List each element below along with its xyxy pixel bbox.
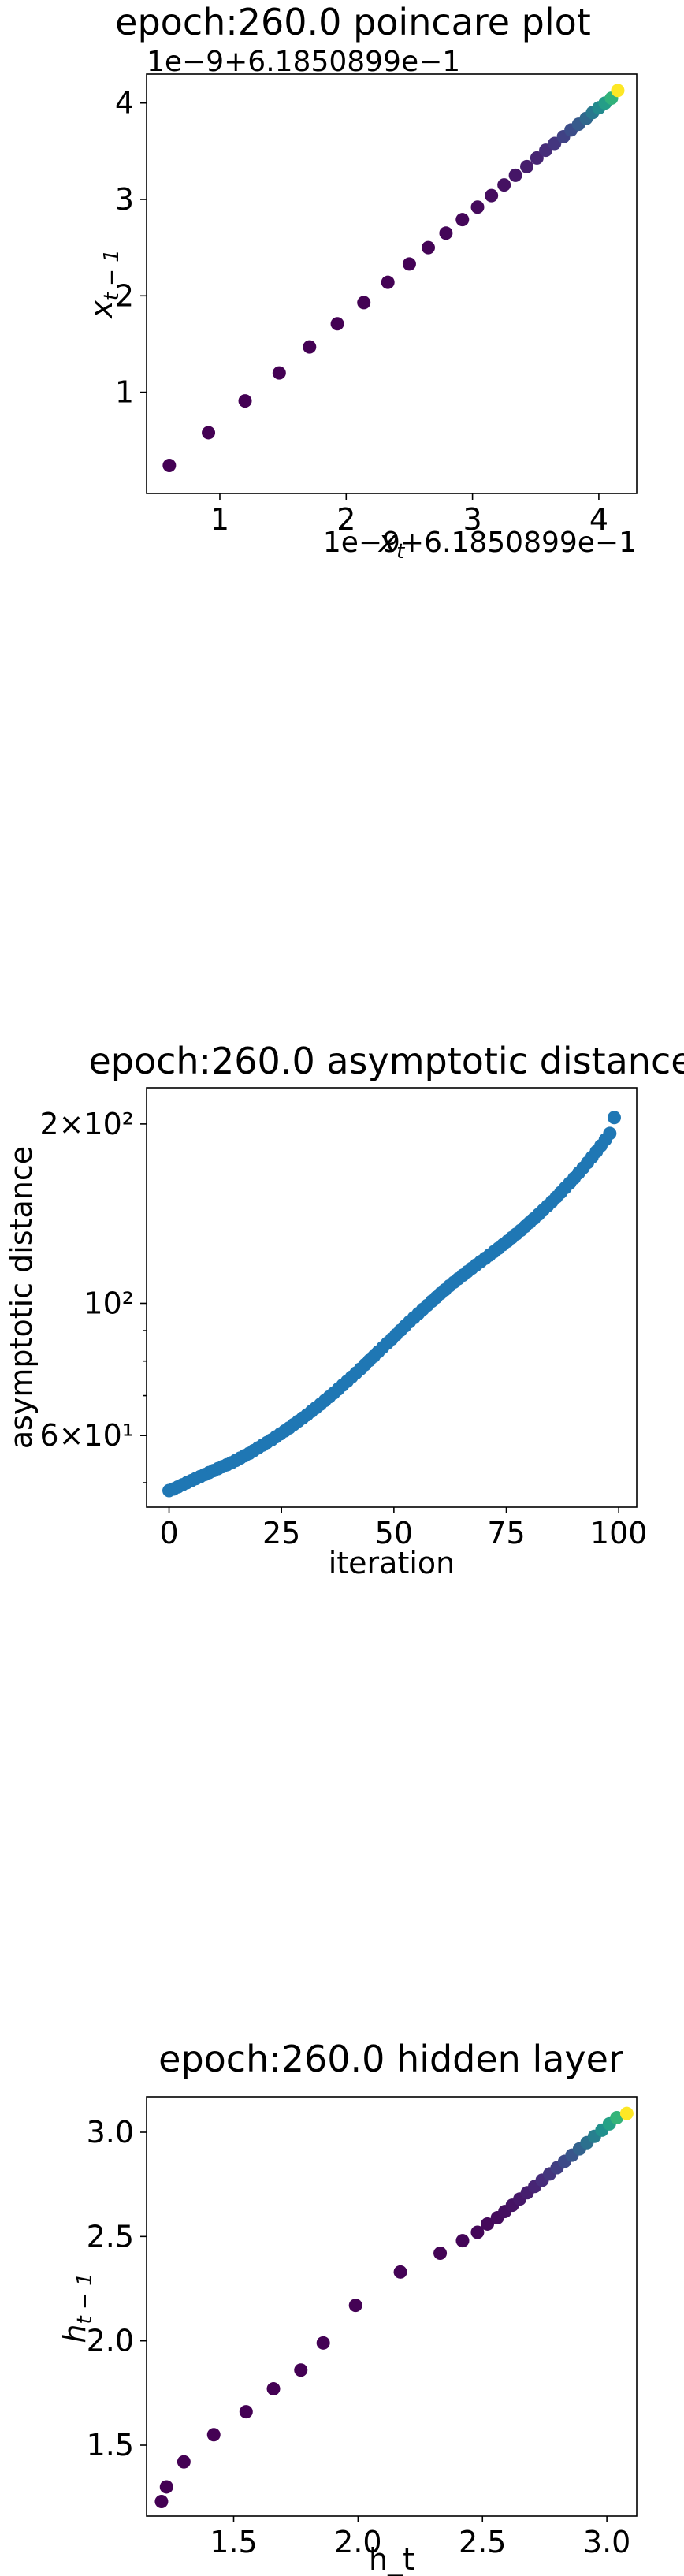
data-points (154, 2106, 634, 2508)
data-point (470, 200, 485, 214)
data-point (294, 2363, 308, 2377)
data-point (330, 317, 344, 331)
data-point (497, 178, 511, 192)
y-tick-label: 2.0 (87, 2324, 134, 2358)
chart-title: epoch:260.0 asymptotic distance (88, 1040, 684, 1082)
data-point (159, 2480, 173, 2494)
data-point (162, 459, 177, 473)
chart-title: epoch:260.0 hidden layer (158, 2038, 623, 2080)
data-point (402, 257, 416, 271)
data-point (177, 2455, 191, 2469)
x-axis-label: xt (378, 524, 406, 564)
data-point (202, 426, 216, 440)
y-tick-label: 2.5 (87, 2219, 134, 2254)
y-tick-label: 6×10¹ (39, 1418, 134, 1453)
data-point (393, 2265, 407, 2279)
axis-ticks: 0 25 50 75 100 6×10¹ 10² 2×10² (39, 1107, 647, 1550)
x-tick-label: 25 (262, 1516, 300, 1550)
data-point (530, 151, 544, 165)
data-point (455, 2234, 470, 2248)
axis-ticks: 1 2 3 4 1 2 3 4 (115, 86, 608, 537)
y-offset-label: 1e−9+6.1850899e−1 (147, 46, 460, 78)
x-tick-label: 1 (210, 502, 229, 537)
data-point (607, 1111, 621, 1125)
data-point (266, 2382, 281, 2396)
data-point (238, 394, 252, 408)
x-tick-label: 3 (463, 502, 482, 537)
axis-ticks: 1.5 2.0 2.5 3.0 1.5 2.0 2.5 3.0 (87, 2115, 631, 2559)
y-tick-label: 1 (115, 375, 134, 410)
x-tick-label: 1.5 (210, 2525, 257, 2559)
data-point (154, 2494, 169, 2508)
x-tick-label: 2.5 (459, 2525, 506, 2559)
x-tick-label: 3.0 (583, 2525, 630, 2559)
plot-frame (146, 1087, 638, 1508)
chart-hidden-layer: epoch:260.0 hidden layer 1.5 2.0 2.5 3.01.5… (58, 2038, 638, 2576)
y-tick-label: 4 (115, 86, 134, 121)
y-tick-label: 3 (115, 182, 134, 217)
x-tick-label: 2 (336, 502, 355, 537)
plot-frame (146, 2096, 638, 2517)
y-axis-label: ht − 1 (58, 2273, 97, 2343)
x-offset-label: 1e−9+6.1850899e−1 (323, 527, 637, 559)
data-point (303, 340, 317, 354)
data-point (316, 2336, 330, 2350)
data-point (508, 168, 522, 182)
plot-frame (146, 73, 638, 494)
chart-asymptotic-distance: epoch:260.0 asymptotic distance 0 25 50 75 1… (4, 1040, 684, 1580)
x-tick-label: 75 (487, 1516, 525, 1550)
data-point (455, 213, 470, 227)
y-axis-label: asymptotic distance (4, 1146, 39, 1449)
x-axis-label: iteration (329, 1546, 455, 1580)
x-tick-label: 2.0 (334, 2525, 381, 2559)
y-tick-label: 2 (115, 278, 134, 313)
data-point (357, 296, 371, 310)
chart-poincare: epoch:260.0 poincare plot 1e−9+6.1850899… (84, 1, 638, 564)
chart-title: epoch:260.0 poincare plot (115, 1, 591, 43)
data-point (481, 2217, 495, 2231)
data-point (272, 366, 286, 380)
data-point (470, 2225, 485, 2239)
y-tick-label: 2×10² (39, 1107, 134, 1141)
x-tick-label: 100 (590, 1516, 648, 1550)
data-point (619, 2106, 634, 2120)
y-tick-label: 3.0 (87, 2115, 134, 2150)
y-tick-label: 1.5 (87, 2428, 134, 2462)
x-axis-label: h_t (369, 2542, 414, 2576)
y-axis-label: xt − 1 (84, 249, 124, 319)
data-points (162, 84, 625, 473)
x-tick-label: 4 (589, 502, 608, 537)
data-point (485, 188, 499, 203)
y-tick-label: 10² (84, 1286, 134, 1320)
data-point (348, 2299, 362, 2313)
data-point (421, 240, 435, 255)
data-point (239, 2405, 253, 2419)
data-points (162, 1111, 621, 1498)
x-tick-label: 0 (159, 1516, 178, 1550)
x-tick-label: 50 (375, 1516, 413, 1550)
data-point (381, 275, 395, 289)
data-point (433, 2247, 448, 2261)
data-point (520, 159, 534, 173)
data-point (206, 2428, 221, 2442)
data-point (611, 84, 625, 98)
data-point (439, 226, 453, 240)
data-point (603, 1126, 617, 1141)
